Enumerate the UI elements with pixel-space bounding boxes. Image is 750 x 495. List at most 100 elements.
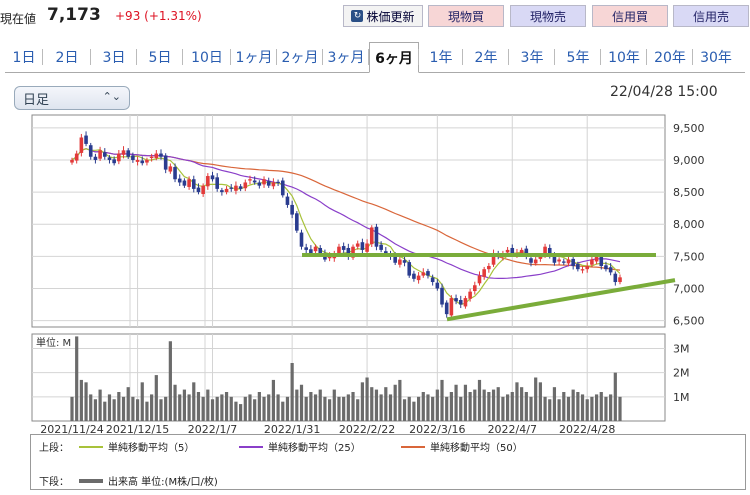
candle-body — [398, 259, 402, 265]
x-tick-label: 2021/11/24 — [40, 423, 103, 435]
chart-legend: 上段： 単純移動平均（5） 単純移動平均（25） 単純移動平均（50） 下段： … — [30, 434, 746, 490]
volume-bar — [253, 399, 257, 421]
candle-body — [252, 180, 257, 183]
tab-separator — [554, 49, 555, 65]
candle-body — [210, 175, 215, 180]
cash-buy-button[interactable]: 現物買 — [428, 5, 504, 27]
candle-body — [463, 298, 468, 307]
candle-body — [145, 159, 149, 163]
candle-body — [257, 182, 262, 186]
volume-bar — [295, 389, 299, 421]
volume-bar — [98, 389, 102, 421]
tab-separator — [600, 49, 601, 65]
tab-11[interactable]: 3年 — [520, 50, 544, 66]
tab-5[interactable]: 1ヶ月 — [235, 50, 273, 66]
candle-body — [220, 190, 224, 193]
margin-buy-button[interactable]: 信用買 — [592, 5, 668, 27]
volume-bar — [79, 379, 83, 421]
candle-body — [126, 150, 131, 157]
candle-body — [341, 246, 346, 250]
candle-body — [360, 242, 365, 250]
volume-bar — [356, 399, 360, 421]
candle-body — [444, 302, 449, 315]
tab-4[interactable]: 10日 — [191, 50, 223, 66]
legend-ma50-swatch — [401, 445, 425, 448]
refresh-price-button[interactable]: ↻ 株価更新 — [343, 5, 423, 27]
candle-body — [299, 232, 304, 247]
volume-bar — [552, 387, 557, 421]
candle-body — [318, 247, 323, 254]
tab-13[interactable]: 10年 — [608, 50, 640, 66]
candle-body — [327, 256, 332, 259]
candle-body — [608, 267, 613, 273]
candle-body — [585, 265, 590, 270]
candle-body — [519, 249, 524, 254]
volume-bar — [496, 387, 500, 421]
interval-select-value: 日足 — [23, 92, 50, 108]
refresh-label: 株価更新 — [366, 9, 415, 24]
volume-bar — [309, 392, 313, 421]
legend-volume: 出来高 単位:(M株/口/枚) — [79, 473, 218, 488]
candle-body — [271, 182, 276, 187]
volume-bar — [201, 396, 205, 421]
tab-8[interactable]: 6ヶ月 — [369, 42, 419, 73]
period-tabs: 1日 2日 3日 5日 10日 1ヶ月 2ヶ月 3ヶ月 6ヶ月 1年 2年 3年 5年 10年 20年 30年 — [5, 42, 745, 73]
price-plot-frame — [31, 114, 666, 328]
tab-7[interactable]: 3ヶ月 — [327, 50, 365, 66]
margin-sell-button[interactable]: 信用売 — [673, 5, 749, 27]
interval-select[interactable]: 日足 ⌃⌄ — [14, 86, 130, 110]
volume-bar — [337, 396, 341, 421]
volume-unit-label: 単位: M — [36, 336, 71, 349]
volume-bar — [131, 396, 135, 421]
candle-body — [365, 243, 369, 252]
volume-bar — [510, 392, 514, 421]
candle-body — [440, 287, 444, 305]
tab-0[interactable]: 1日 — [12, 50, 36, 66]
candle-body — [543, 246, 547, 255]
volume-bar — [154, 375, 158, 421]
candle-body — [524, 248, 529, 257]
tab-3[interactable]: 5日 — [148, 50, 172, 66]
candle-body — [309, 249, 313, 254]
candle-body — [421, 272, 426, 276]
tab-2[interactable]: 3日 — [102, 50, 126, 66]
volume-bar — [313, 394, 318, 421]
tab-10[interactable]: 2年 — [474, 50, 498, 66]
legend-ma25-label: 単純移動平均（25） — [268, 443, 361, 454]
volume-bar — [609, 394, 613, 421]
volume-bar — [435, 389, 439, 421]
volume-bar — [173, 384, 177, 421]
tab-1[interactable]: 2日 — [55, 50, 79, 66]
candle-body — [238, 186, 243, 189]
volume-bar — [534, 377, 538, 421]
volume-bar — [304, 396, 308, 421]
candle-body — [454, 298, 458, 302]
volume-bar — [215, 396, 219, 421]
candle-body — [131, 155, 135, 160]
volume-bar — [159, 399, 163, 421]
tab-15[interactable]: 30年 — [700, 50, 732, 66]
tab-separator — [368, 49, 369, 65]
refresh-icon: ↻ — [351, 10, 364, 22]
tab-separator — [136, 49, 137, 65]
volume-bar — [618, 396, 622, 421]
volume-bar — [431, 396, 435, 421]
candle-body — [168, 166, 173, 172]
tab-6[interactable]: 2ヶ月 — [281, 50, 319, 66]
volume-bar — [463, 384, 468, 421]
tab-14[interactable]: 20年 — [654, 50, 686, 66]
volume-bar — [482, 389, 486, 421]
candle-body — [215, 177, 219, 189]
volume-bar — [459, 396, 463, 421]
candle-body — [88, 145, 93, 157]
candle-body — [618, 277, 622, 283]
tab-separator — [230, 49, 231, 65]
cash-sell-button[interactable]: 現物売 — [510, 5, 586, 27]
candle-body — [295, 213, 299, 231]
volume-bar — [281, 401, 285, 421]
candle-body — [477, 275, 482, 284]
candle-body — [191, 179, 196, 189]
tab-12[interactable]: 5年 — [566, 50, 590, 66]
candle-body — [79, 137, 84, 153]
tab-9[interactable]: 1年 — [429, 50, 453, 66]
